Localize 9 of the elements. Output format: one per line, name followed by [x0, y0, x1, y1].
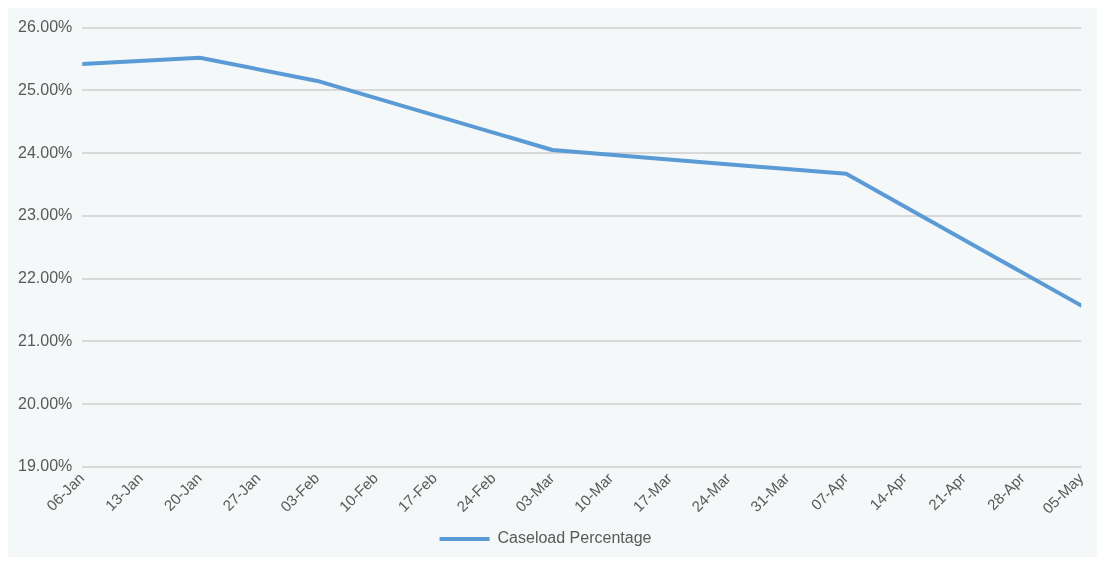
legend-label: Caseload Percentage	[497, 529, 652, 547]
y-tick-label: 19.00%	[18, 457, 73, 475]
y-tick-label: 25.00%	[18, 80, 73, 98]
y-tick-label: 26.00%	[18, 18, 73, 36]
y-tick-label: 24.00%	[18, 143, 73, 161]
y-tick-label: 23.00%	[18, 206, 73, 224]
y-tick-label: 22.00%	[18, 269, 73, 287]
y-tick-label: 21.00%	[18, 331, 73, 349]
y-tick-label: 20.00%	[18, 394, 73, 412]
